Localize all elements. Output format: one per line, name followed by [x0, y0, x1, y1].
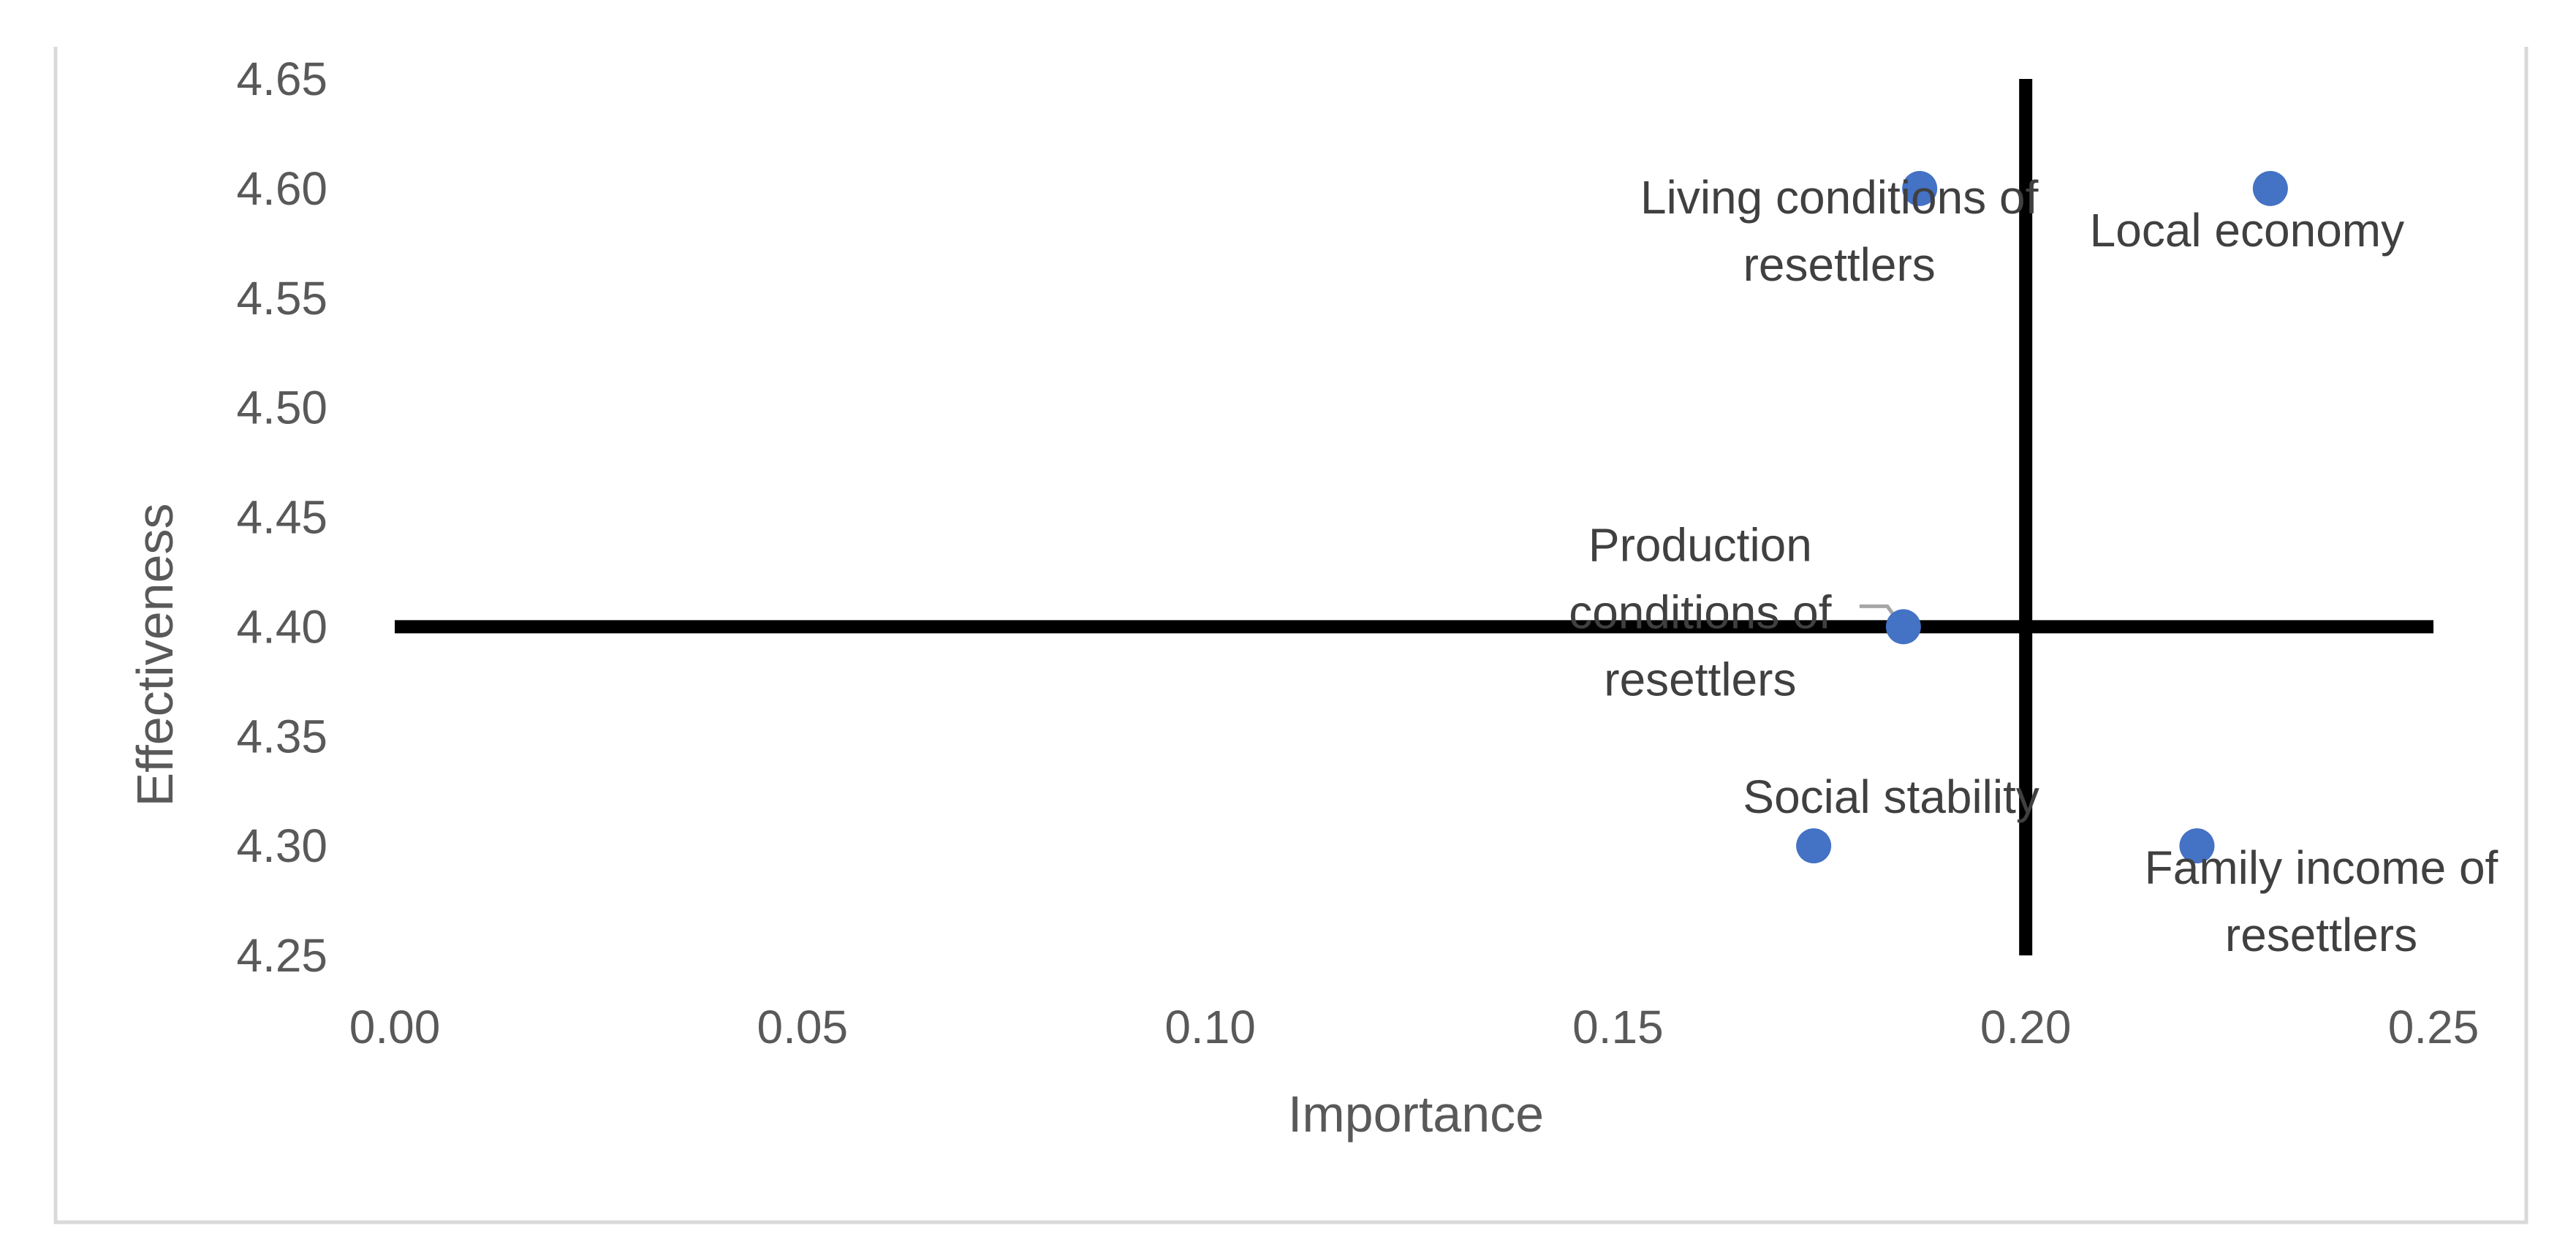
x-axis-title: Importance — [1288, 1086, 1544, 1143]
x-tick-label: 0.00 — [349, 1001, 441, 1053]
point-label-line: resettlers — [2225, 909, 2417, 961]
axis-ticks: 0.00 0.05 0.10 0.15 0.20 0.25 4.25 4.30 4.35 4.40… — [236, 53, 2479, 1053]
point-label: Family income of resettlers — [2145, 841, 2499, 961]
point-labels: Living conditions of resettlers Local econ… — [1569, 171, 2498, 961]
point-label-line: Family income of — [2145, 841, 2499, 894]
y-axis-title: Effectiveness — [126, 503, 183, 806]
point-label: Living conditions of resettlers — [1640, 171, 2039, 291]
point-label-line: conditions of — [1569, 586, 1832, 638]
point-label-line: Living conditions of — [1640, 171, 2039, 224]
chart-frame — [53, 47, 2528, 1224]
x-tick-label: 0.10 — [1164, 1001, 1256, 1053]
point-label-line: Social stability — [1743, 770, 2039, 823]
data-point — [1796, 828, 1832, 864]
x-tick-label: 0.15 — [1572, 1001, 1664, 1053]
x-tick-label: 0.20 — [1980, 1001, 2072, 1053]
point-label: Local economy — [2090, 204, 2404, 257]
chart-border — [53, 47, 2528, 1224]
data-point — [2179, 828, 2215, 864]
y-tick-label: 4.50 — [236, 382, 327, 434]
quadrant-lines — [395, 79, 2433, 955]
y-tick-label: 4.40 — [236, 600, 327, 653]
point-label: Social stability — [1743, 770, 2039, 823]
y-tick-label: 4.25 — [236, 929, 327, 982]
x-tick-label: 0.05 — [757, 1001, 849, 1053]
y-tick-label: 4.55 — [236, 272, 327, 325]
x-tick-label: 0.25 — [2388, 1001, 2480, 1053]
data-point — [1902, 170, 1938, 206]
y-tick-label: 4.45 — [236, 491, 327, 544]
data-points — [1796, 170, 2288, 864]
point-label: Production conditions of resettlers — [1569, 518, 1832, 705]
point-label-line: resettlers — [1604, 653, 1796, 705]
y-tick-label: 4.65 — [236, 53, 327, 105]
point-label-line: Local economy — [2090, 204, 2404, 257]
y-tick-label: 4.60 — [236, 162, 327, 215]
data-point — [1885, 609, 1921, 645]
y-tick-label: 4.30 — [236, 819, 327, 872]
point-label-line: resettlers — [1743, 238, 1936, 291]
point-label-line: Production — [1588, 518, 1812, 571]
data-point — [2252, 170, 2288, 206]
y-tick-label: 4.35 — [236, 710, 327, 762]
